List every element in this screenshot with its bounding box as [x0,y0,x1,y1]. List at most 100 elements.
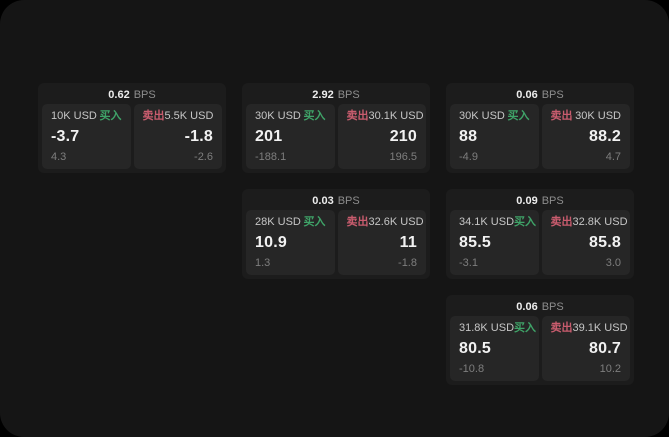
sell-panel[interactable]: 卖出 39.1K USD 80.7 10.2 [541,316,630,381]
buy-price: 201 [255,128,283,145]
sell-secondary-value: 10.2 [599,363,621,375]
sell-side-label: 卖出 [550,322,573,334]
buy-panel-top: 31.8K USD 买入 [459,322,536,334]
buy-side-label: 买入 [303,110,326,122]
buy-price: 10.9 [255,234,287,251]
buy-amount: 34.1K USD [459,216,515,228]
sell-panel[interactable]: 卖出 5.5K USD -1.8 -2.6 [133,104,222,169]
buy-side-label: 买入 [514,322,537,334]
buy-price: 88 [459,128,478,145]
sell-panel-top: 卖出 32.6K USD [346,216,424,228]
sell-price: 80.7 [589,340,621,357]
bps-value: 0.62 [108,89,130,101]
quote-panels: 28K USD 买入 10.9 1.3 卖出 32.6K USD 11 -1.8 [246,210,426,275]
sell-side-label: 卖出 [346,110,369,122]
sell-side-label: 卖出 [550,216,573,228]
buy-secondary-value: 4.3 [51,151,67,163]
buy-side-label: 买入 [303,216,326,228]
sell-panel[interactable]: 卖出 30K USD 88.2 4.7 [541,104,630,169]
buy-panel[interactable]: 30K USD 买入 201 -188.1 [246,104,335,169]
buy-price: -3.7 [51,128,80,145]
buy-panel-top: 10K USD 买入 [51,111,122,122]
buy-amount: 10K USD [51,110,97,122]
buy-panel[interactable]: 34.1K USD 买入 85.5 -3.1 [450,210,539,275]
buy-price: 85.5 [459,234,491,251]
sell-secondary-value: -2.6 [194,151,213,163]
sell-amount: 32.8K USD [572,216,628,228]
quote-panels: 31.8K USD 买入 80.5 -10.8 卖出 39.1K USD 80.… [450,316,630,381]
sell-panel-top: 卖出 30K USD [551,111,622,122]
buy-amount: 31.8K USD [459,322,515,334]
buy-panel[interactable]: 30K USD 买入 88 -4.9 [450,104,539,169]
sell-side-label: 卖出 [346,216,369,228]
sell-price: -1.8 [184,128,213,145]
buy-panel-top: 34.1K USD 买入 [459,216,536,228]
sell-panel-top: 卖出 39.1K USD [550,322,628,334]
quote-card: 0.62 BPS 10K USD 买入 -3.7 4.3 卖出 5.5K USD… [38,83,226,173]
buy-secondary-value: -188.1 [255,151,287,163]
buy-secondary-value: -3.1 [459,257,478,269]
sell-secondary-value: 4.7 [605,151,621,163]
card-header: 0.09 BPS [450,193,630,210]
quote-panels: 30K USD 买入 88 -4.9 卖出 30K USD 88.2 4.7 [450,104,630,169]
sell-panel-top: 卖出 32.8K USD [550,216,628,228]
buy-panel-top: 30K USD 买入 [459,111,530,122]
buy-side-label: 买入 [99,110,122,122]
buy-side-label: 买入 [507,110,530,122]
quote-panels: 30K USD 买入 201 -188.1 卖出 30.1K USD 210 1… [246,104,426,169]
bps-value: 0.03 [312,195,334,207]
sell-panel-top: 卖出 5.5K USD [143,111,214,122]
card-header: 0.03 BPS [246,193,426,210]
sell-side-label: 卖出 [550,110,573,122]
buy-panel[interactable]: 10K USD 买入 -3.7 4.3 [42,104,131,169]
bps-suffix-label: BPS [337,195,360,207]
sell-secondary-value: -1.8 [398,257,417,269]
sell-price: 85.8 [589,234,621,251]
buy-panel[interactable]: 31.8K USD 买入 80.5 -10.8 [450,316,539,381]
quote-panels: 34.1K USD 买入 85.5 -3.1 卖出 32.8K USD 85.8… [450,210,630,275]
quote-panels: 10K USD 买入 -3.7 4.3 卖出 5.5K USD -1.8 -2.… [42,104,222,169]
sell-amount: 30K USD [575,110,621,122]
sell-panel[interactable]: 卖出 30.1K USD 210 196.5 [337,104,426,169]
sell-amount: 39.1K USD [572,322,628,334]
buy-panel-top: 30K USD 买入 [255,111,326,122]
sell-secondary-value: 3.0 [605,257,621,269]
bps-suffix-label: BPS [337,89,360,101]
sell-panel[interactable]: 卖出 32.6K USD 11 -1.8 [337,210,426,275]
bps-value: 0.06 [516,301,538,313]
bps-value: 2.92 [312,89,334,101]
buy-secondary-value: -4.9 [459,151,478,163]
sell-price: 210 [389,128,417,145]
sell-panel[interactable]: 卖出 32.8K USD 85.8 3.0 [541,210,630,275]
sell-price: 11 [399,234,417,251]
sell-amount: 5.5K USD [164,110,214,122]
buy-secondary-value: -10.8 [459,363,485,375]
buy-secondary-value: 1.3 [255,257,271,269]
bps-value: 0.09 [516,195,538,207]
sell-amount: 32.6K USD [368,216,424,228]
sell-secondary-value: 196.5 [389,151,417,163]
card-header: 0.06 BPS [450,299,630,316]
sell-panel-top: 卖出 30.1K USD [346,110,424,122]
quote-card: 0.03 BPS 28K USD 买入 10.9 1.3 卖出 32.6K US… [242,189,430,279]
bps-suffix-label: BPS [541,195,564,207]
card-header: 0.62 BPS [42,87,222,104]
quote-card: 0.09 BPS 34.1K USD 买入 85.5 -3.1 卖出 32.8K… [446,189,634,279]
quote-card: 2.92 BPS 30K USD 买入 201 -188.1 卖出 30.1K … [242,83,430,173]
sell-price: 88.2 [589,128,621,145]
buy-amount: 28K USD [255,216,301,228]
buy-amount: 30K USD [459,110,505,122]
quote-card: 0.06 BPS 30K USD 买入 88 -4.9 卖出 30K USD 8… [446,83,634,173]
card-header: 2.92 BPS [246,87,426,104]
buy-price: 80.5 [459,340,491,357]
buy-panel[interactable]: 28K USD 买入 10.9 1.3 [246,210,335,275]
buy-amount: 30K USD [255,110,301,122]
buy-panel-top: 28K USD 买入 [255,217,326,228]
cards-grid: 0.62 BPS 10K USD 买入 -3.7 4.3 卖出 5.5K USD… [38,83,634,385]
bps-suffix-label: BPS [541,301,564,313]
quote-card: 0.06 BPS 31.8K USD 买入 80.5 -10.8 卖出 39.1… [446,295,634,385]
sell-side-label: 卖出 [142,110,165,122]
bps-value: 0.06 [516,89,538,101]
